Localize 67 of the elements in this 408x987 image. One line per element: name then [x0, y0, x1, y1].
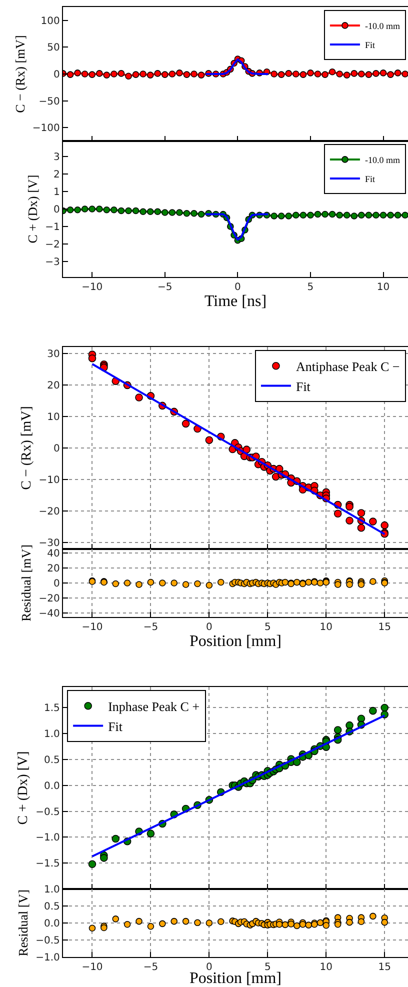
y-tick-label: 10: [47, 412, 60, 423]
x-axis-title: Time [ns]: [204, 293, 267, 310]
y-tick-label: 1.5: [44, 703, 60, 714]
legend-label: -10.0 mm: [364, 20, 400, 31]
y-tick-label: −0.5: [36, 936, 60, 946]
y-tick-label: −1: [45, 222, 60, 233]
legend-label: Fit: [108, 718, 123, 734]
x-tick-label: −5: [158, 282, 172, 294]
y-tick-label: 0.5: [44, 755, 60, 766]
y-axis-title: C + (Dx) [V]: [25, 174, 40, 244]
y-tick-label: −1.0: [36, 952, 60, 964]
y-tick-label: 0: [54, 578, 60, 590]
x-tick-label: 5: [264, 622, 271, 634]
legend-label: -10.0 mm: [364, 154, 400, 165]
x-tick-label: 15: [378, 622, 391, 634]
x-tick-label: 0: [206, 622, 212, 634]
y-tick-label: 3: [54, 152, 60, 164]
y-tick-label: 1.0: [44, 884, 60, 896]
y-tick-label: 2: [54, 170, 60, 181]
y-tick-label: −30: [38, 538, 60, 550]
legend-label: Inphase Peak C +: [108, 698, 200, 714]
y-tick-label: 40: [47, 548, 60, 560]
x-tick-label: 10: [320, 962, 333, 974]
x-axis-title: Position [mm]: [189, 633, 282, 650]
x-tick-label: −10: [82, 622, 103, 634]
y-tick-label: 1.0: [44, 729, 60, 740]
y-tick-label: 20: [47, 563, 60, 574]
y-axis-title: C − (Rx) [mV]: [12, 35, 28, 113]
y-tick-label: −2: [45, 239, 60, 250]
y-tick-label: 0: [54, 70, 60, 80]
x-tick-label: 10: [320, 622, 333, 634]
y-tick-label: −50: [38, 96, 60, 108]
y-tick-label: −3: [45, 256, 60, 268]
x-tick-label: 0: [234, 282, 241, 294]
y-tick-label: 1: [54, 187, 60, 198]
x-tick-label: −10: [82, 282, 103, 294]
legend-label: Fit: [296, 378, 311, 394]
y-tick-label: 0: [54, 444, 60, 454]
legend-label: Fit: [364, 40, 376, 50]
y-tick-label: −20: [38, 594, 60, 605]
legend-label: Fit: [364, 174, 376, 184]
x-tick-label: −5: [143, 962, 158, 974]
y-tick-label: −100: [32, 123, 60, 134]
x-tick-label: 5: [307, 282, 314, 294]
y-tick-label: −20: [38, 506, 60, 518]
y-tick-label: 0.0: [44, 918, 60, 930]
y-tick-label: 100: [40, 16, 60, 27]
y-tick-label: 50: [47, 42, 60, 54]
y-tick-label: 0.5: [44, 902, 60, 912]
y-tick-label: 0.0: [44, 780, 60, 792]
x-tick-label: 15: [378, 962, 391, 974]
x-tick-label: 10: [376, 282, 390, 294]
x-tick-label: −5: [143, 622, 158, 634]
y-tick-label: 0: [54, 204, 60, 216]
y-tick-label: −1.0: [36, 832, 60, 844]
y-tick-label: 20: [47, 380, 60, 392]
y-axis-title: Residual [V]: [16, 890, 31, 956]
y-tick-label: 30: [47, 348, 60, 360]
x-tick-label: −10: [82, 962, 103, 974]
y-tick-label: −10: [38, 475, 60, 486]
y-axis-title: C + (Dx) [V]: [16, 751, 32, 825]
legend-label: Antiphase Peak C −: [296, 358, 400, 374]
y-tick-label: −1.5: [36, 858, 60, 870]
y-axis-title: C − (Rx) [mV]: [19, 406, 34, 490]
y-axis-title: Residual [mV]: [18, 544, 34, 622]
y-tick-label: −40: [38, 608, 60, 620]
y-tick-label: −0.5: [36, 806, 60, 818]
